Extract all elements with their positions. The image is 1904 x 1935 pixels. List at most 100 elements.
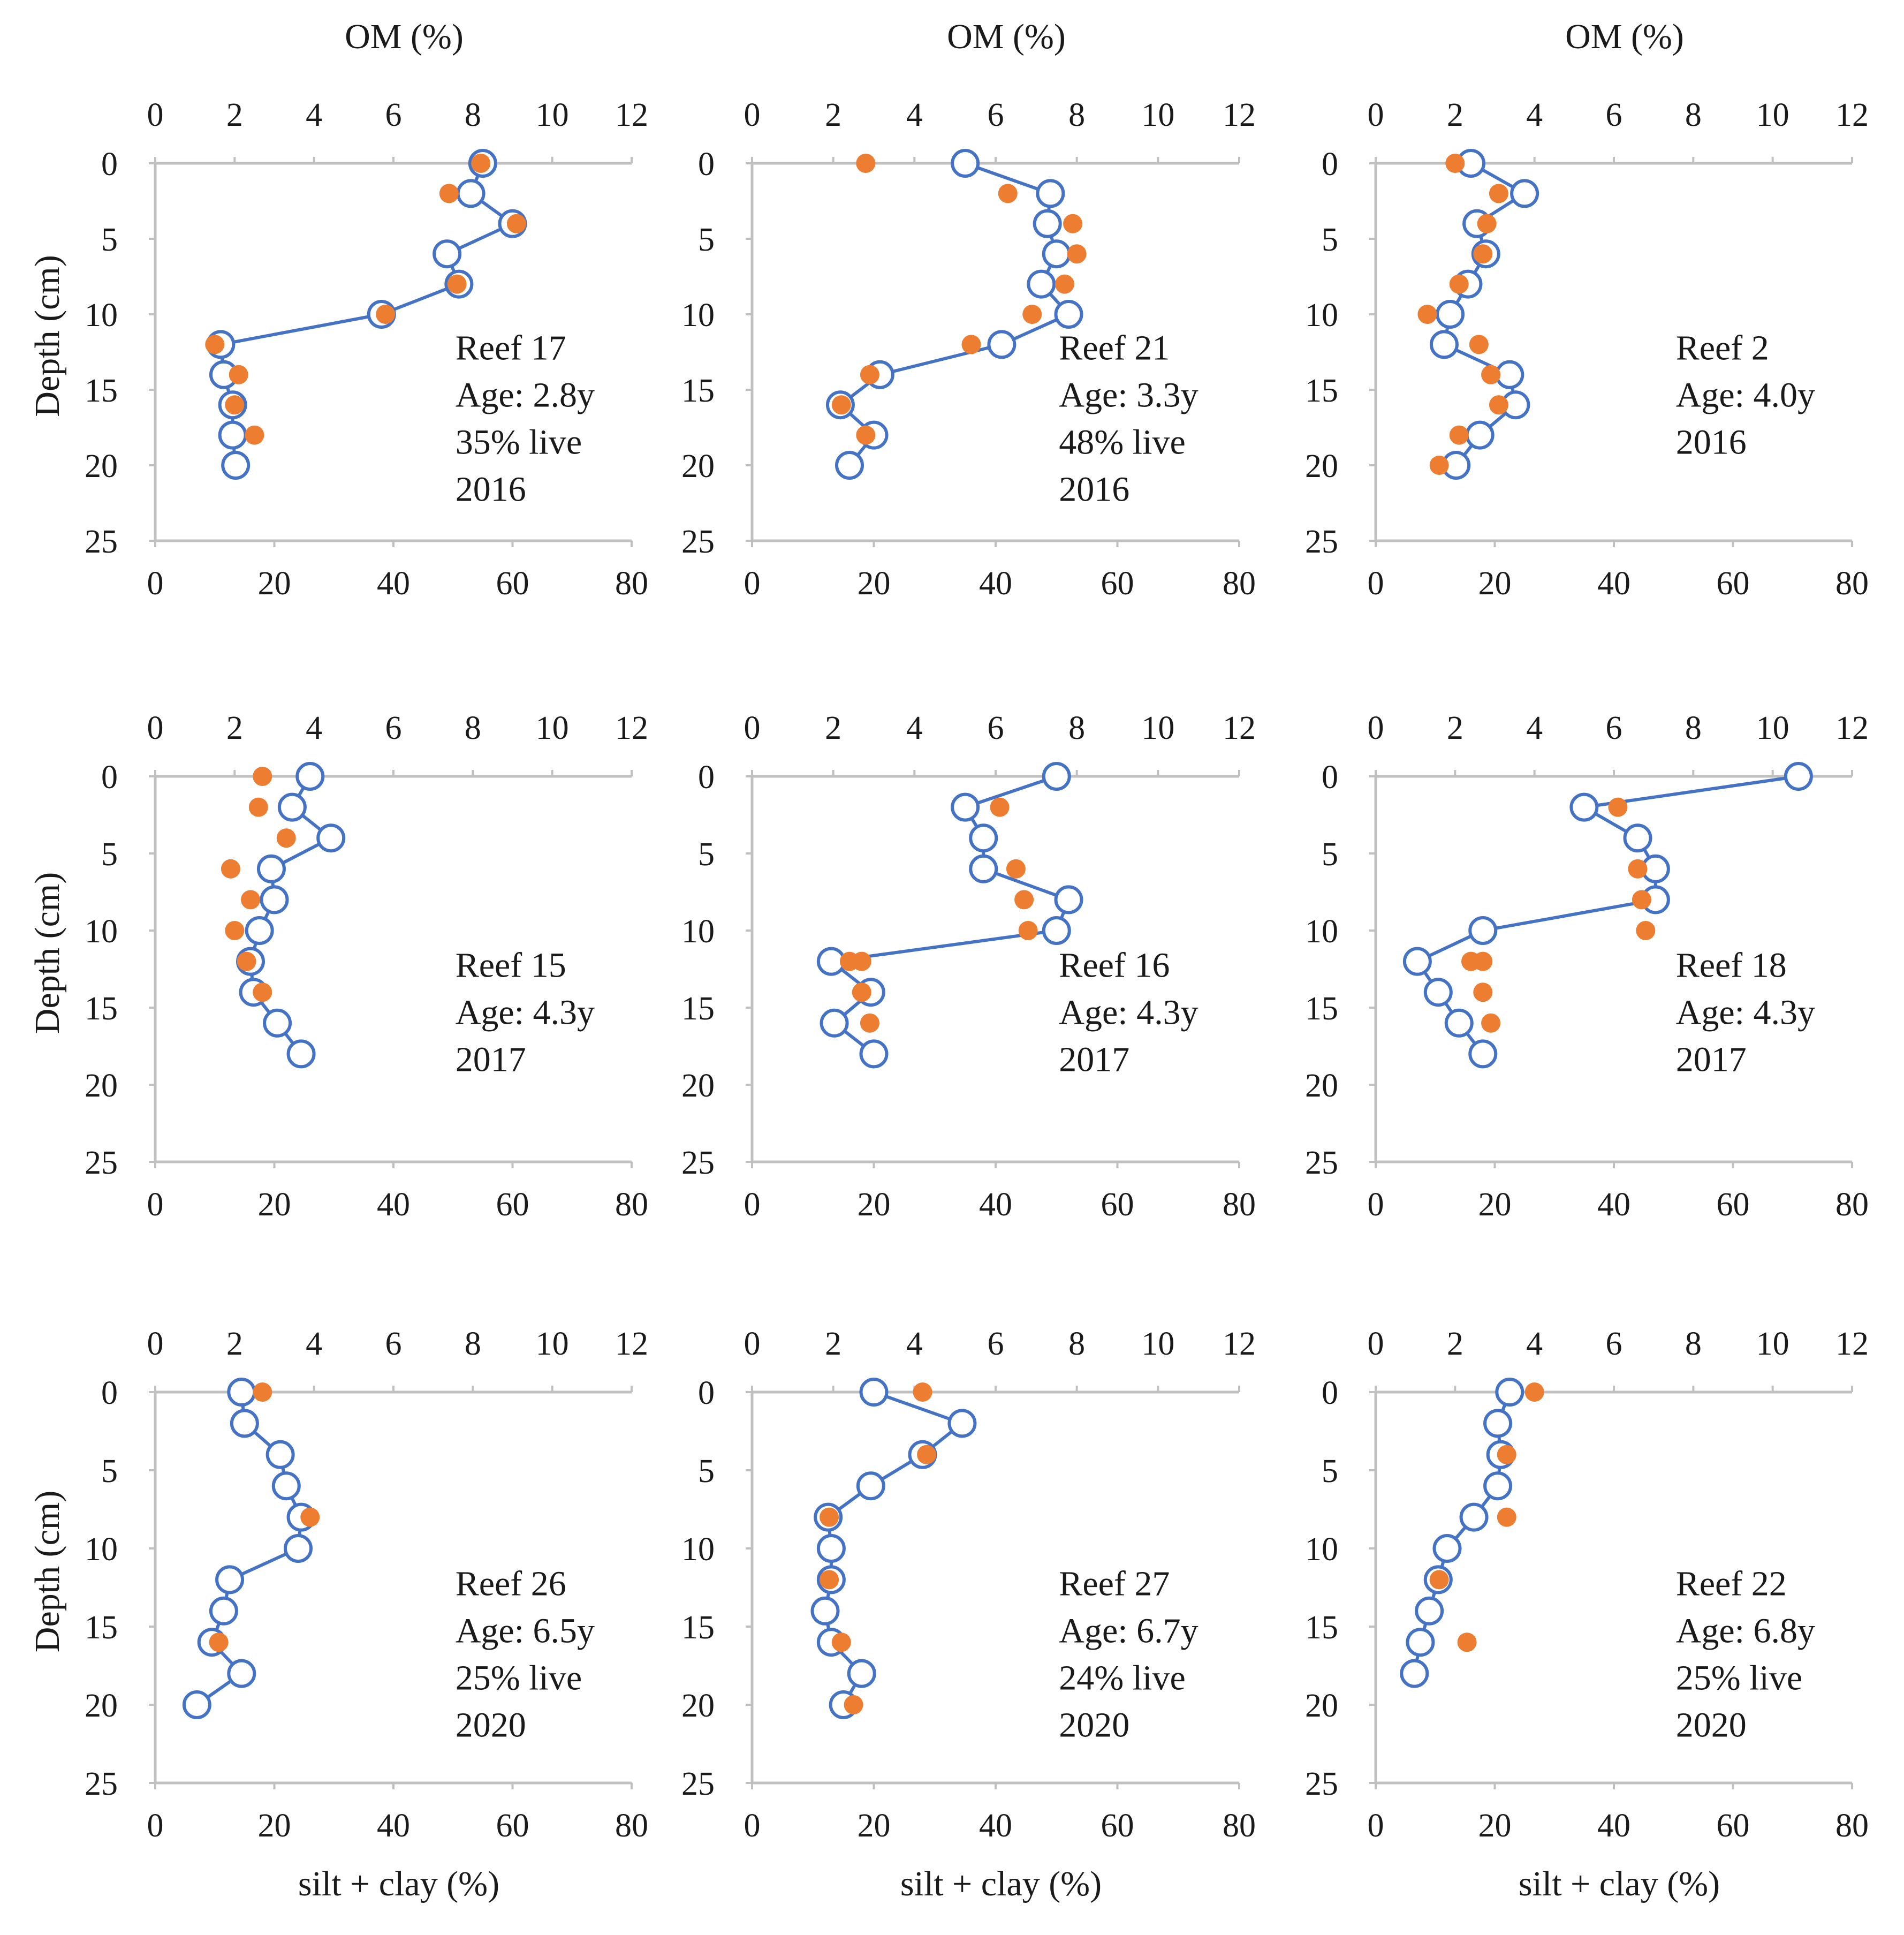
panel-reef-17: 0 2 4 6 8 10 12 0 20 40 60 80 0 5 10 15 20 25 OM (%) Depth … <box>28 17 648 602</box>
panel-annotation-line: 2017 <box>456 1040 526 1079</box>
om-point <box>1449 274 1469 294</box>
om-point <box>253 1382 272 1402</box>
silt-clay-point <box>271 1471 301 1501</box>
om-point <box>820 1507 839 1527</box>
panel-annotation-line: Age: 6.7y <box>1059 1612 1198 1651</box>
silt-clay-point <box>230 1409 259 1438</box>
om-point <box>1524 1382 1544 1402</box>
silt-tick-label: 80 <box>615 1808 648 1844</box>
om-point <box>221 859 240 879</box>
om-point <box>1473 982 1493 1002</box>
silt-tick-label: 40 <box>1597 1808 1630 1844</box>
panel-annotation-line: 24% live <box>1059 1659 1185 1698</box>
om-point <box>300 1507 320 1527</box>
silt-clay-point <box>1033 209 1062 238</box>
silt-tick-label: 0 <box>147 1808 164 1844</box>
panel-reef-26: 0 2 4 6 8 10 12 0 20 40 60 80 0 5 10 15 20 25 silt + clay … <box>28 1326 648 1903</box>
depth-tick-label: 10 <box>681 1531 715 1568</box>
om-tick-label: 8 <box>1068 710 1085 746</box>
om-tick-label: 0 <box>744 710 761 746</box>
panel-annotation-line: Age: 6.8y <box>1676 1612 1815 1651</box>
silt-clay-point <box>1569 792 1599 822</box>
depth-tick-label: 15 <box>85 1609 118 1646</box>
om-tick-label: 6 <box>1606 97 1622 133</box>
om-tick-label: 10 <box>536 1326 569 1362</box>
om-point <box>1497 1445 1516 1464</box>
om-point <box>913 1382 932 1402</box>
silt-tick-label: 20 <box>1478 565 1512 602</box>
silt-clay-point <box>256 854 286 883</box>
depth-tick-label: 5 <box>1322 222 1338 258</box>
om-axis-title: OM (%) <box>345 17 464 56</box>
depth-tick-label: 25 <box>1305 1145 1338 1181</box>
om-point <box>1489 395 1508 415</box>
silt-clay-point <box>295 762 325 791</box>
panel-annotation-line: Reef 22 <box>1676 1564 1787 1604</box>
om-point <box>1445 154 1465 173</box>
silt-tick-label: 60 <box>496 565 529 602</box>
silt-tick-label: 60 <box>1717 1808 1750 1844</box>
silt-clay-point <box>1432 1534 1462 1563</box>
depth-tick-label: 15 <box>85 991 118 1027</box>
depth-tick-label: 0 <box>1322 759 1338 796</box>
panel-annotation-line: 2020 <box>456 1706 526 1745</box>
depth-tick-label: 10 <box>85 1531 118 1568</box>
depth-tick-label: 20 <box>85 1688 118 1724</box>
om-point <box>852 951 871 971</box>
panel-annotation-line: Age: 4.3y <box>1059 993 1198 1032</box>
silt-clay-point <box>221 451 251 480</box>
om-tick-label: 0 <box>744 1326 761 1362</box>
om-tick-label: 2 <box>825 710 841 746</box>
silt-tick-label: 20 <box>858 565 891 602</box>
silt-tick-label: 0 <box>147 565 164 602</box>
om-point <box>1067 244 1087 264</box>
silt-tick-label: 0 <box>744 565 761 602</box>
depth-tick-label: 25 <box>85 1145 118 1181</box>
depth-tick-label: 25 <box>1305 524 1338 560</box>
silt-axis-title: silt + clay (%) <box>900 1864 1102 1903</box>
depth-tick-label: 5 <box>101 836 118 873</box>
silt-clay-point <box>810 1596 840 1626</box>
om-tick-label: 12 <box>1835 710 1869 746</box>
om-tick-label: 10 <box>536 97 569 133</box>
depth-tick-label: 10 <box>1305 913 1338 950</box>
silt-tick-label: 0 <box>744 1186 761 1223</box>
om-tick-label: 8 <box>1068 97 1085 133</box>
silt-clay-point <box>1429 330 1459 359</box>
depth-tick-label: 5 <box>698 1453 715 1490</box>
om-tick-label: 10 <box>1141 97 1174 133</box>
silt-clay-point <box>218 420 247 450</box>
silt-tick-label: 20 <box>258 1186 291 1223</box>
silt-clay-point <box>433 239 462 269</box>
om-point <box>917 1445 937 1464</box>
silt-clay-point <box>1436 300 1465 329</box>
om-tick-label: 2 <box>1447 97 1463 133</box>
om-tick-label: 10 <box>1141 1326 1174 1362</box>
silt-tick-label: 80 <box>1223 565 1256 602</box>
silt-tick-label: 60 <box>1717 1186 1750 1223</box>
om-tick-label: 12 <box>1835 97 1869 133</box>
om-tick-label: 6 <box>988 97 1004 133</box>
panel-annotation-line: Age: 4.3y <box>456 993 595 1032</box>
silt-tick-label: 60 <box>1101 565 1134 602</box>
om-tick-label: 12 <box>1835 1326 1869 1362</box>
silt-tick-label: 80 <box>1835 565 1869 602</box>
depth-tick-label: 5 <box>101 222 118 258</box>
om-tick-label: 2 <box>1447 710 1463 746</box>
om-point <box>1417 305 1437 324</box>
om-point <box>229 365 248 384</box>
depth-tick-label: 10 <box>85 913 118 950</box>
depth-tick-label: 20 <box>681 1688 715 1724</box>
om-point <box>1632 890 1651 910</box>
panel-annotation-line: Reef 18 <box>1676 946 1787 985</box>
silt-clay-point <box>1042 239 1071 269</box>
depth-tick-label: 15 <box>681 373 715 409</box>
silt-tick-label: 80 <box>1835 1808 1869 1844</box>
om-point <box>1477 214 1497 233</box>
om-tick-label: 0 <box>147 1326 164 1362</box>
depth-tick-label: 0 <box>698 146 715 183</box>
depth-tick-label: 15 <box>681 1609 715 1646</box>
panel-annotation-line: 35% live <box>456 423 582 462</box>
silt-tick-label: 40 <box>979 565 1012 602</box>
om-point <box>471 154 491 173</box>
